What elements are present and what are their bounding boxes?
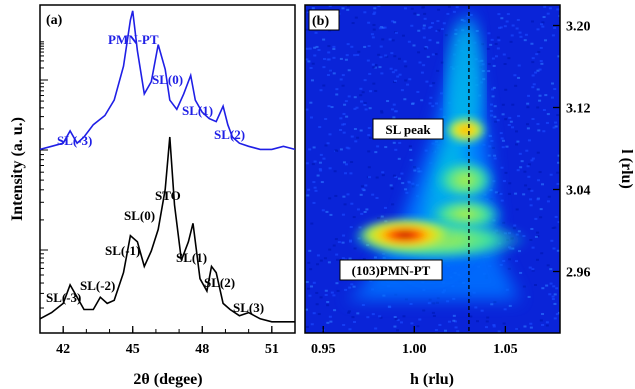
- label-sl-peak: SL peak: [385, 122, 431, 137]
- label-black-sl0: SL(0): [124, 208, 155, 223]
- panel-b-ytick: 3.04: [566, 184, 591, 199]
- heatmap: [305, 5, 560, 333]
- panel-b-frame: [304, 4, 561, 334]
- panel-b-xtick: 0.95: [311, 342, 336, 357]
- label-black-sl-2: SL(-2): [80, 278, 115, 293]
- panel-a-xtick: 45: [126, 342, 140, 357]
- label-blue-sl2: SL(2): [214, 127, 245, 142]
- panel-a-label: (a): [46, 13, 63, 28]
- label-black-sl3: SL(3): [233, 300, 264, 315]
- label-blue-sl-3: SL(-3): [57, 133, 92, 148]
- label-black-sl2: SL(2): [204, 275, 235, 290]
- panel-b-ticks: 0.95 1.00 1.05 2.96 3.04 3.12 3.20: [311, 20, 591, 358]
- label-sto: STO: [155, 188, 181, 203]
- panel-a-ylabel: Intensity (a. u.): [9, 117, 26, 221]
- label-black-sl-1: SL(-1): [105, 243, 140, 258]
- panel-b-ytick: 3.20: [566, 20, 591, 35]
- panel-a-frame: [39, 4, 296, 334]
- panel-a-xlabel: 2θ (degee): [133, 371, 202, 388]
- series-black-line: [39, 136, 295, 323]
- panel-b-xtick: 1.05: [493, 342, 518, 357]
- label-blue-sl1: SL(1): [182, 103, 213, 118]
- label-pmn-pt: PMN-PT: [108, 32, 159, 47]
- panel-b: 0.95 1.00 1.05 2.96 3.04 3.12 3.20 (b) SL peak…: [304, 4, 635, 388]
- series-blue-line: [39, 10, 296, 151]
- label-blue-sl0: SL(0): [152, 72, 183, 87]
- panel-b-xlabel: h (rlu): [410, 371, 454, 388]
- panel-a-xtick: 51: [265, 342, 279, 357]
- panel-b-label: (b): [312, 14, 329, 29]
- label-103-pmn-pt: (103)PMN-PT: [352, 263, 431, 278]
- panel-a: 42 45 48 51 (a) PMN-PT SL(0) SL(1) SL(2) SL…: [9, 4, 296, 388]
- panel-a-xtick: 48: [195, 342, 209, 357]
- label-black-sl-3: SL(-3): [46, 290, 81, 305]
- label-black-sl1: SL(1): [176, 250, 207, 265]
- panel-b-ytick: 2.96: [566, 266, 591, 281]
- panel-a-ticks: 42 45 48 51: [39, 41, 296, 357]
- panel-b-ylabel: l (rlu): [618, 149, 635, 189]
- panel-b-ytick: 3.12: [566, 102, 591, 117]
- panel-b-xtick: 1.00: [402, 342, 427, 357]
- panel-a-xtick: 42: [56, 342, 70, 357]
